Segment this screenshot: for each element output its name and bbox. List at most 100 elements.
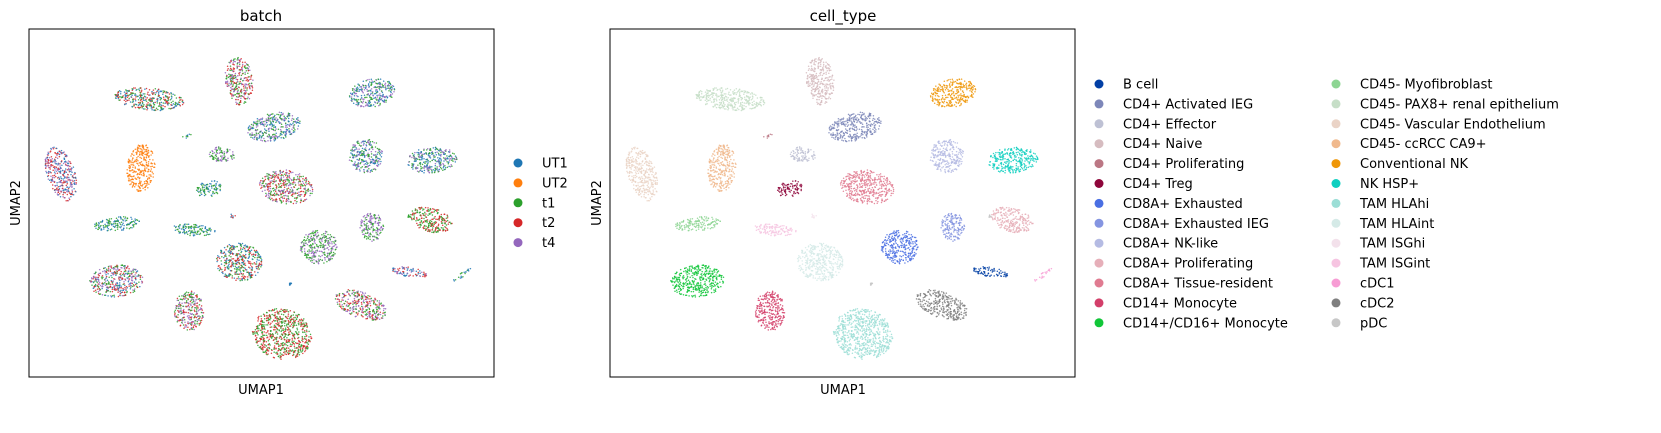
cell-point [241,61,244,64]
cell-point [200,192,202,194]
cell-point [67,165,69,167]
cell-point [115,97,117,99]
cell-point [298,184,300,186]
cell-point [291,128,293,130]
cell-point [126,273,129,275]
cell-point [111,276,113,279]
cell-point [236,84,238,86]
cell-point [247,126,250,129]
cell-point [229,89,232,92]
cell-point [425,149,428,151]
cell-point [326,237,328,240]
cell-point [316,250,319,252]
cell-point [320,239,322,241]
cell-point [354,99,357,101]
cell-point [357,150,359,153]
cell-point [428,210,430,213]
cell-point [370,153,373,155]
cell-point [296,121,299,124]
cell-point [369,96,371,98]
cell-point [66,186,68,189]
cell-point [402,272,405,274]
cell-point [150,105,153,108]
cell-point [68,198,71,201]
cell-point [264,189,266,192]
cell-point [245,256,247,259]
cell-point [423,165,426,167]
cell-point [440,226,443,229]
cell-point [55,166,58,168]
cell-point [137,183,140,185]
cell-point [279,180,281,183]
cell-point [294,120,296,123]
cell-point [142,187,144,190]
cell-point [109,221,112,223]
cell-point [301,180,304,183]
cell-point [274,119,277,121]
cell-point [244,92,246,95]
cell-point [230,265,232,268]
cell-point [107,268,110,271]
cell-point [265,121,268,124]
cell-point [106,226,109,229]
cell-point [48,156,51,159]
cell-point [145,163,148,166]
cell-point [332,251,335,254]
cell-point [97,225,100,227]
cell-point [135,171,137,173]
cell-point [122,222,124,225]
cell-point [229,78,231,80]
cell-point [288,191,290,193]
cell-point [379,93,381,95]
cell-point [446,155,448,157]
cell-point [362,144,365,146]
cell-point [196,231,199,234]
cell-point [358,148,360,150]
cell-point [239,90,242,93]
cell-point [284,122,287,124]
cell-point [107,287,110,289]
cell-point [142,151,144,154]
cell-point [331,243,333,245]
cell-point [374,105,376,108]
cell-point [229,80,232,82]
cell-point [311,259,313,262]
cell-point [436,218,439,221]
cell-point [134,219,137,222]
cell-point [219,159,222,161]
cell-point [209,182,211,185]
cell-point [135,184,137,186]
cell-point [159,96,161,99]
cell-point [239,242,241,245]
cell-point [262,134,265,136]
cell-point [65,171,68,174]
cell-point [118,226,120,228]
cell-point [184,224,186,226]
cell-point [124,217,126,220]
cell-point [268,174,270,176]
cell-point [132,157,134,159]
cell-point [368,234,370,236]
cell-point [417,164,419,166]
cell-point [69,168,72,170]
cell-point [358,84,360,86]
cell-point [433,223,435,226]
cell-point [224,82,227,84]
cell-point [297,117,299,119]
cell-point [424,206,427,209]
cell-point [140,180,142,183]
cell-point [97,226,100,229]
cell-point [262,182,264,184]
cell-point [53,181,56,183]
cell-point [406,269,409,271]
cell-point [97,228,99,231]
cell-point [130,160,132,162]
cell-point [274,129,276,132]
cell-point [242,83,244,86]
cell-point [285,202,288,205]
cell-point [425,158,428,161]
cell-point [215,149,218,152]
cell-point [157,91,160,94]
cell-point [71,189,73,191]
cell-point [249,264,252,266]
